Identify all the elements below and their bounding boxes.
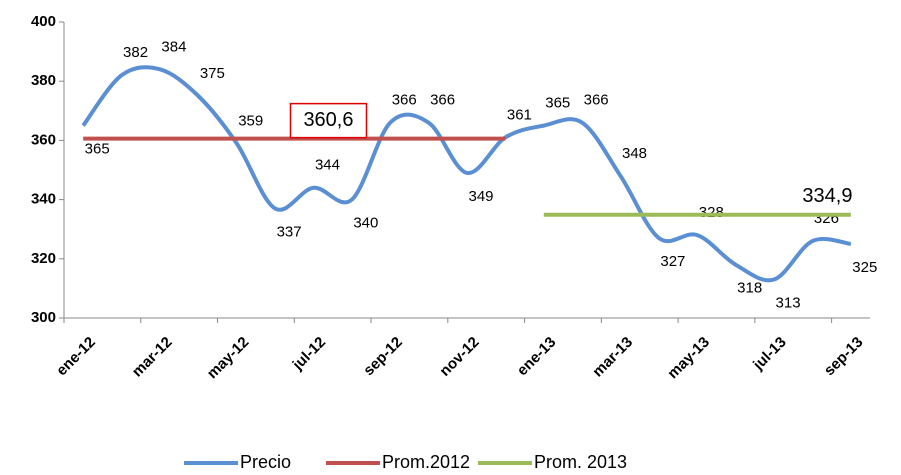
data-label: 366 — [392, 92, 417, 109]
x-tick-label: sep-12 — [360, 334, 406, 380]
data-label: 349 — [468, 188, 493, 205]
x-tick-label: mar-13 — [589, 334, 636, 381]
x-tick-label: ene-12 — [53, 334, 99, 380]
data-label: 365 — [545, 95, 570, 112]
data-label: 375 — [200, 65, 225, 82]
data-label: 360,6 — [303, 109, 353, 131]
data-label: 361 — [507, 106, 532, 123]
data-label: 348 — [622, 145, 647, 162]
data-label: 328 — [699, 204, 724, 221]
data-label: 313 — [776, 294, 801, 311]
data-label: 344 — [315, 157, 340, 174]
x-tick-label: sep-13 — [821, 334, 867, 380]
data-label: 337 — [277, 223, 302, 240]
y-tick-label: 360 — [31, 131, 56, 148]
data-label: 334,9 — [802, 185, 852, 207]
label-box — [289, 102, 368, 139]
data-label: 326 — [814, 210, 839, 227]
data-label: 325 — [852, 259, 877, 276]
x-tick-label: ene-13 — [514, 334, 560, 380]
y-tick-label: 340 — [31, 191, 56, 208]
data-label: 366 — [430, 92, 455, 109]
y-tick-label: 300 — [31, 309, 56, 326]
data-label: 365 — [85, 141, 110, 158]
legend-label: Prom. 2013 — [534, 452, 627, 472]
data-label: 382 — [123, 44, 148, 61]
y-tick-label: 380 — [31, 72, 56, 89]
data-label: 318 — [737, 280, 762, 297]
data-label: 366 — [584, 92, 609, 109]
x-tick-label: mar-12 — [129, 334, 176, 381]
data-label: 340 — [353, 215, 378, 232]
data-label: 327 — [660, 253, 685, 270]
x-tick-label: jul-12 — [289, 334, 329, 374]
data-label: 359 — [238, 112, 263, 129]
y-tick-label: 400 — [31, 13, 56, 30]
x-tick-label: nov-12 — [436, 334, 482, 380]
x-tick-label: may-12 — [204, 334, 253, 383]
data-label: 384 — [161, 38, 186, 55]
y-tick-label: 320 — [31, 250, 56, 267]
series-line — [81, 65, 852, 283]
legend-label: Prom.2012 — [382, 452, 470, 472]
x-tick-label: may-13 — [664, 334, 713, 383]
legend-label: Precio — [240, 452, 291, 472]
x-tick-label: jul-13 — [749, 334, 789, 374]
